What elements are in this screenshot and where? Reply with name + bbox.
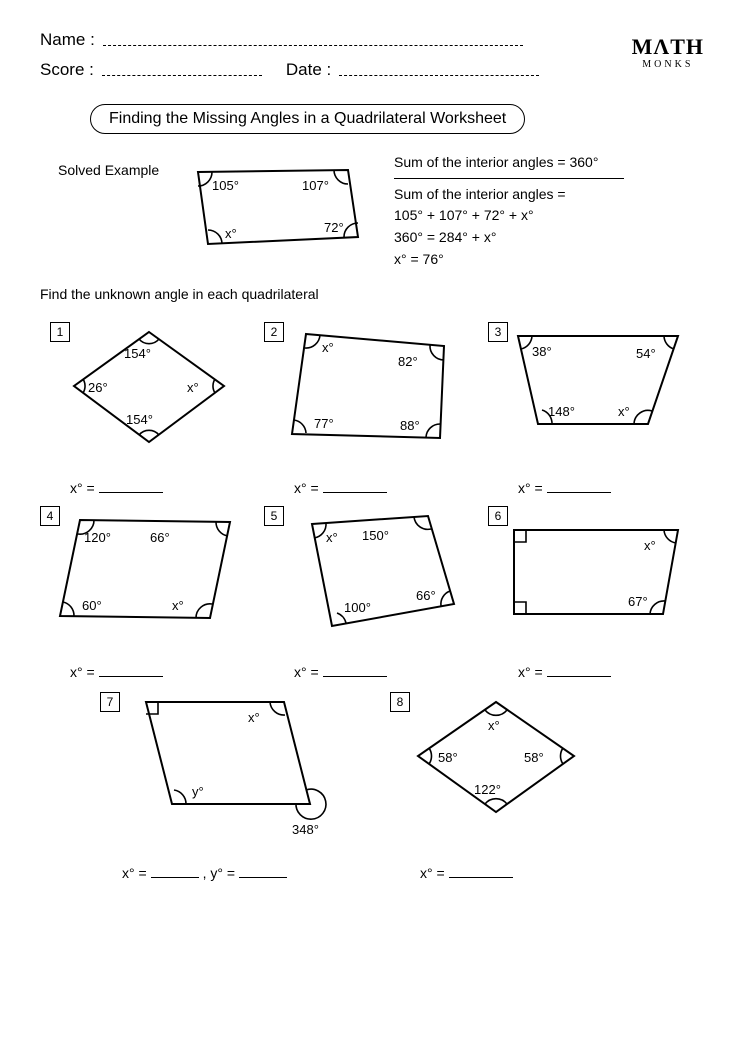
svg-text:x°: x° bbox=[618, 404, 630, 419]
problems-grid-2: 7 x° y° 348° x° = , y° = 8 bbox=[40, 686, 702, 881]
name-row: Name : bbox=[40, 30, 702, 50]
problem-num-6: 6 bbox=[488, 506, 508, 526]
score-label: Score : bbox=[40, 60, 94, 80]
example-figure: 105° 107° 72° x° bbox=[178, 152, 378, 262]
score-date-row: Score : Date : bbox=[40, 60, 702, 80]
problem-7: 7 x° y° 348° x° = , y° = bbox=[100, 686, 366, 881]
svg-text:58°: 58° bbox=[438, 750, 458, 765]
svg-text:82°: 82° bbox=[398, 354, 418, 369]
problem-3: 3 38° 54° 148° x° x° = bbox=[488, 316, 702, 496]
svg-text:66°: 66° bbox=[416, 588, 436, 603]
problem-num-5: 5 bbox=[264, 506, 284, 526]
problem-num-7: 7 bbox=[100, 692, 120, 712]
logo-sub: MONKS bbox=[632, 60, 704, 70]
ex-angle-d: x° bbox=[225, 226, 237, 241]
svg-text:x°: x° bbox=[187, 380, 199, 395]
logo-main: MΛTH bbox=[632, 36, 704, 58]
svg-text:154°: 154° bbox=[124, 346, 151, 361]
svg-text:100°: 100° bbox=[344, 600, 371, 615]
problem-5: 5 x° 150° 100° 66° x° = bbox=[264, 500, 478, 680]
problem-num-2: 2 bbox=[264, 322, 284, 342]
problems-grid: 1 154° 26° x° 154° x° = 2 bbox=[40, 316, 702, 680]
svg-text:122°: 122° bbox=[474, 782, 501, 797]
svg-text:x°: x° bbox=[172, 598, 184, 613]
problem-6: 6 x° 67° x° = bbox=[488, 500, 702, 680]
example-label: Solved Example bbox=[40, 152, 178, 178]
example-math: Sum of the interior angles = 360° Sum of… bbox=[378, 152, 702, 270]
instruction: Find the unknown angle in each quadrilat… bbox=[40, 286, 702, 302]
svg-text:y°: y° bbox=[192, 784, 204, 799]
date-label: Date : bbox=[286, 60, 331, 80]
ex-angle-a: 105° bbox=[212, 178, 239, 193]
ex-angle-b: 107° bbox=[302, 178, 329, 193]
ex-line4: 360° = 284° + x° bbox=[394, 227, 702, 249]
ex-line1: Sum of the interior angles = 360° bbox=[394, 152, 702, 174]
name-label: Name : bbox=[40, 30, 95, 50]
problem-2: 2 x° 82° 77° 88° x° = bbox=[264, 316, 478, 496]
svg-text:x°: x° bbox=[322, 340, 334, 355]
worksheet-title: Finding the Missing Angles in a Quadrila… bbox=[90, 104, 525, 134]
brand-logo: MΛTH MONKS bbox=[632, 36, 704, 70]
svg-text:54°: 54° bbox=[636, 346, 656, 361]
svg-text:150°: 150° bbox=[362, 528, 389, 543]
svg-text:60°: 60° bbox=[82, 598, 102, 613]
svg-text:88°: 88° bbox=[400, 418, 420, 433]
problem-num-4: 4 bbox=[40, 506, 60, 526]
svg-text:x°: x° bbox=[326, 530, 338, 545]
problem-num-1: 1 bbox=[50, 322, 70, 342]
ex-line3: 105° + 107° + 72° + x° bbox=[394, 205, 702, 227]
problem-8: 8 x° 58° 58° 122° x° = bbox=[376, 686, 642, 881]
svg-text:x°: x° bbox=[248, 710, 260, 725]
problem-1: 1 154° 26° x° 154° x° = bbox=[40, 316, 254, 496]
svg-text:66°: 66° bbox=[150, 530, 170, 545]
ex-line2: Sum of the interior angles = bbox=[394, 184, 702, 206]
problem-num-3: 3 bbox=[488, 322, 508, 342]
svg-text:348°: 348° bbox=[292, 822, 319, 837]
ex-angle-c: 72° bbox=[324, 220, 344, 235]
solved-example: Solved Example 105° 107° 72° x° Sum of t… bbox=[40, 152, 702, 270]
problem-num-8: 8 bbox=[390, 692, 410, 712]
svg-text:148°: 148° bbox=[548, 404, 575, 419]
problem-4: 4 120° 66° 60° x° x° = bbox=[40, 500, 254, 680]
svg-text:77°: 77° bbox=[314, 416, 334, 431]
svg-text:x°: x° bbox=[644, 538, 656, 553]
svg-text:120°: 120° bbox=[84, 530, 111, 545]
svg-text:26°: 26° bbox=[88, 380, 108, 395]
svg-text:x°: x° bbox=[488, 718, 500, 733]
svg-text:154°: 154° bbox=[126, 412, 153, 427]
svg-text:58°: 58° bbox=[524, 750, 544, 765]
ex-line5: x° = 76° bbox=[394, 249, 702, 271]
svg-text:67°: 67° bbox=[628, 594, 648, 609]
svg-text:38°: 38° bbox=[532, 344, 552, 359]
